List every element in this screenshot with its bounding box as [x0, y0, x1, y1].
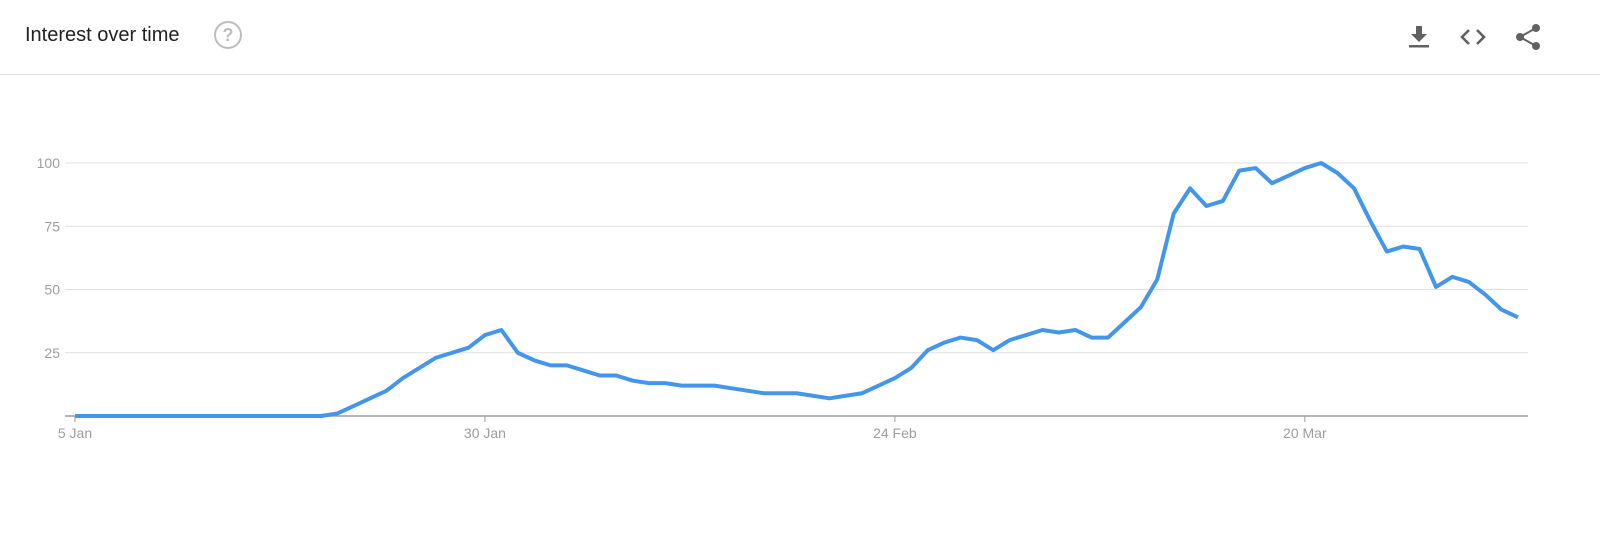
- download-icon[interactable]: [1404, 22, 1434, 52]
- y-tick-label: 25: [44, 345, 60, 361]
- x-tick-label: 5 Jan: [58, 425, 92, 441]
- chart-header: Interest over time ?: [0, 0, 1600, 75]
- x-tick-label: 20 Mar: [1283, 425, 1327, 441]
- y-tick-label: 100: [37, 155, 61, 171]
- x-tick-label: 30 Jan: [464, 425, 506, 441]
- help-circle-icon[interactable]: ?: [214, 21, 242, 49]
- y-tick-label: 50: [44, 282, 60, 298]
- x-tick-label: 24 Feb: [873, 425, 917, 441]
- embed-code-icon[interactable]: [1458, 22, 1488, 52]
- chart-title: Interest over time: [25, 24, 180, 46]
- y-tick-label: 75: [44, 218, 60, 234]
- share-icon[interactable]: [1513, 22, 1543, 52]
